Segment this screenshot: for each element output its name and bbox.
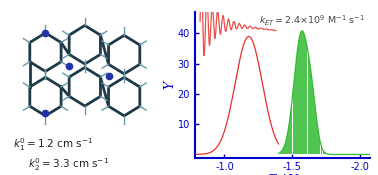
X-axis label: E / V: E / V xyxy=(267,174,298,175)
Y-axis label: Y: Y xyxy=(163,81,176,89)
Text: $k_{ET} = 2.4{\times}10^{9}\ \mathrm{M^{-1}\ s^{-1}}$: $k_{ET} = 2.4{\times}10^{9}\ \mathrm{M^{… xyxy=(259,14,365,28)
Text: $k^{0}_{2} = 3.3\ \mathrm{cm\ s^{-1}}$: $k^{0}_{2} = 3.3\ \mathrm{cm\ s^{-1}}$ xyxy=(28,156,108,173)
Text: $k^{0}_{1} = 1.2\ \mathrm{cm\ s^{-1}}$: $k^{0}_{1} = 1.2\ \mathrm{cm\ s^{-1}}$ xyxy=(13,136,93,153)
